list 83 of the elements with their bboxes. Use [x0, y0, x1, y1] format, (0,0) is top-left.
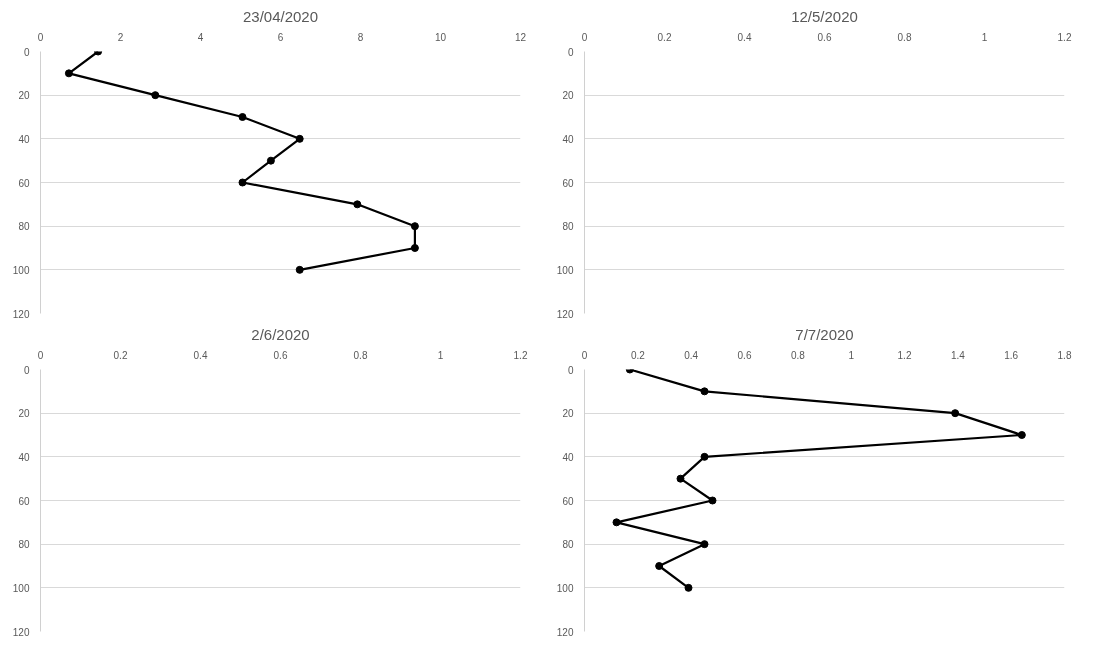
point	[612, 518, 621, 527]
x-tick-label: 6	[277, 31, 284, 43]
y-tick-label: 80	[562, 221, 574, 233]
point	[676, 474, 685, 483]
y-tick-label: 100	[556, 264, 574, 276]
x-tick-label: 1.4	[950, 349, 966, 361]
chart-title: 2/6/2020	[251, 325, 310, 343]
x-tick-label: 0	[581, 349, 588, 361]
x-tick-label: 0	[37, 31, 44, 43]
y-tick-label: 100	[12, 582, 30, 594]
x-tick-label: 1.2	[1057, 31, 1072, 43]
x-tick-label: 0.2	[657, 31, 672, 43]
y-tick-label: 60	[562, 495, 574, 507]
y-tick-label: 120	[12, 308, 30, 320]
y-tick-label: 100	[556, 582, 574, 594]
y-tick-label: 120	[12, 626, 30, 638]
point	[295, 265, 304, 274]
y-tick-label: 40	[562, 133, 574, 145]
y-tick-label: 20	[18, 408, 30, 420]
x-tick-label: 0.8	[897, 31, 912, 43]
x-tick-label: 0.6	[737, 349, 752, 361]
point	[708, 496, 717, 505]
point	[951, 409, 960, 418]
point	[655, 562, 664, 570]
y-tick-label: 60	[562, 177, 574, 189]
y-tick-label: 20	[562, 408, 574, 420]
y-tick-label: 120	[556, 626, 574, 638]
point	[353, 200, 362, 209]
chart-title: 12/5/2020	[791, 7, 858, 25]
x-tick-label: 2	[117, 31, 124, 43]
x-tick-label: 0.8	[790, 349, 806, 361]
x-tick-label: 0.2	[113, 349, 128, 361]
x-tick-label: 4	[197, 31, 204, 43]
y-tick-label: 100	[12, 264, 30, 276]
chart-title: 7/7/2020	[795, 325, 854, 343]
x-tick-label: 10	[434, 31, 447, 43]
y-tick-label: 80	[562, 539, 574, 551]
x-tick-label: 0.6	[273, 349, 288, 361]
y-tick-label: 40	[562, 451, 574, 463]
point	[238, 178, 247, 187]
point	[1017, 431, 1026, 439]
y-tick-label: 0	[23, 364, 30, 376]
point	[151, 91, 160, 100]
y-tick-label: 0	[23, 46, 30, 58]
x-tick-label: 1.8	[1057, 349, 1072, 361]
x-tick-label: 0.4	[684, 349, 699, 361]
y-tick-label: 40	[18, 133, 30, 145]
x-tick-label: 1.2	[897, 349, 912, 361]
x-tick-label: 1	[981, 31, 988, 43]
y-tick-label: 60	[18, 177, 30, 189]
y-tick-label: 120	[556, 308, 574, 320]
x-tick-label: 1.6	[1004, 349, 1019, 361]
x-tick-label: 0.4	[737, 31, 752, 43]
y-tick-label: 40	[18, 451, 30, 463]
point	[238, 113, 247, 121]
point	[64, 69, 73, 78]
y-tick-label: 80	[18, 539, 30, 551]
point	[266, 156, 275, 165]
point	[410, 222, 419, 231]
x-tick-label: 1.2	[513, 349, 528, 361]
x-tick-label: 0.8	[353, 349, 368, 361]
x-tick-label: 0.6	[817, 31, 832, 43]
x-tick-label: 0	[581, 31, 588, 43]
point	[700, 540, 709, 549]
x-tick-label: 0.2	[630, 349, 646, 361]
point	[700, 387, 709, 396]
point	[684, 583, 693, 592]
x-tick-label: 1	[848, 349, 855, 361]
point	[700, 452, 709, 461]
y-tick-label: 0	[567, 46, 574, 58]
y-tick-label: 20	[18, 90, 30, 102]
x-tick-label: 1	[437, 349, 444, 361]
y-tick-label: 20	[562, 90, 574, 102]
x-tick-label: 12	[514, 31, 527, 43]
x-tick-label: 0	[37, 349, 44, 361]
point	[410, 244, 419, 252]
point	[295, 134, 304, 143]
y-tick-label: 0	[567, 364, 574, 376]
x-tick-label: 8	[357, 31, 364, 43]
y-tick-label: 80	[18, 221, 30, 233]
y-tick-label: 60	[18, 495, 30, 507]
x-tick-label: 0.4	[193, 349, 208, 361]
chart-title: 23/04/2020	[242, 7, 319, 25]
